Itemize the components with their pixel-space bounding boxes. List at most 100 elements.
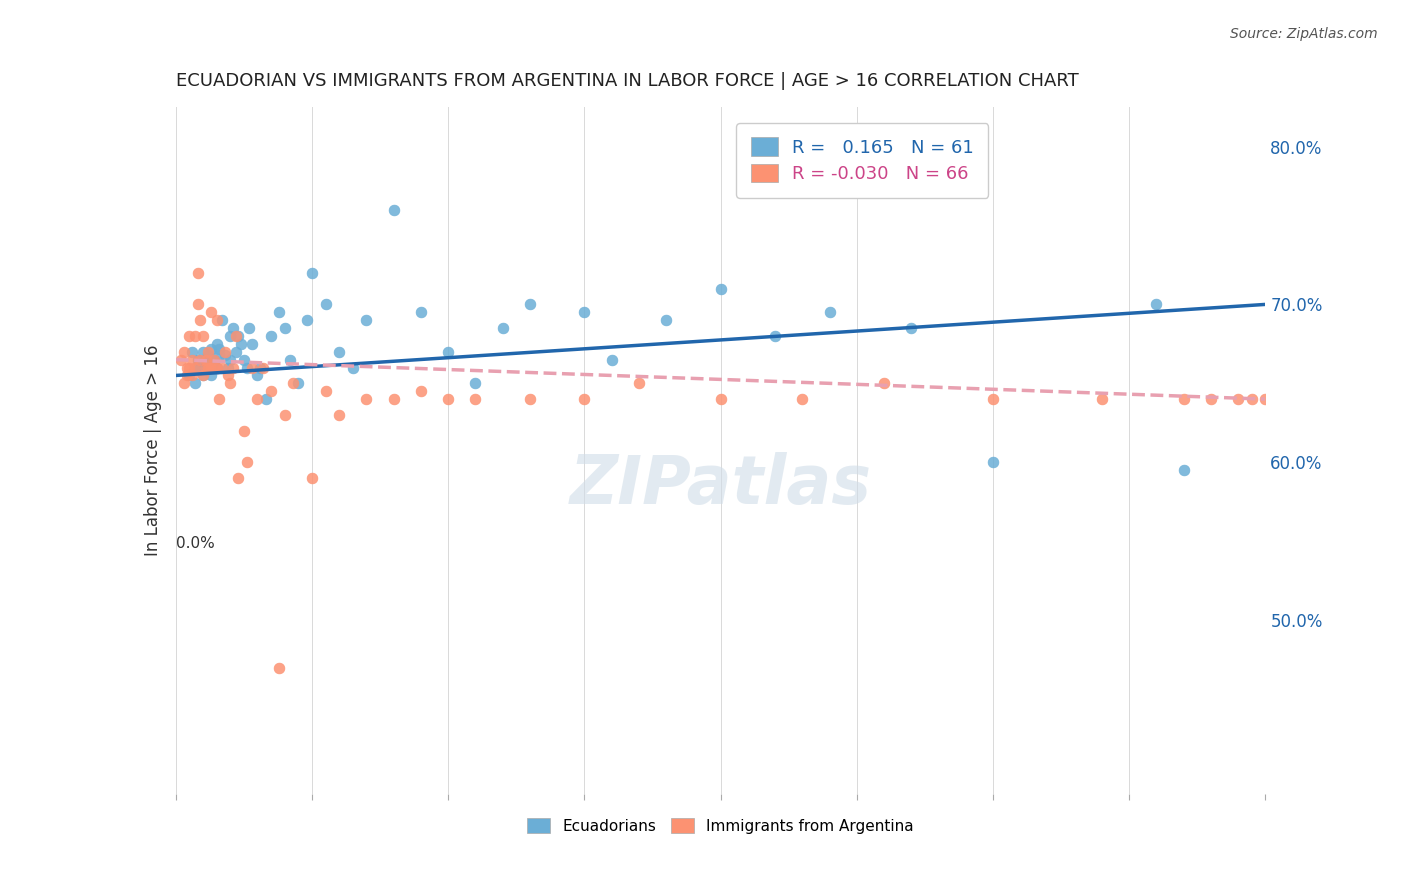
Point [356,392,378,406]
Point [181,352,204,367]
Point [232,424,254,438]
Text: 0.0%: 0.0% [176,536,215,551]
Point [981,455,1004,469]
Point [214,348,236,362]
Point [1173,463,1195,477]
Point [184,360,207,375]
Point [176,360,198,375]
Point [627,376,650,391]
Point [249,360,271,375]
Point [179,360,201,375]
Point [278,352,301,367]
Point [202,352,225,367]
Point [792,392,814,406]
Point [274,408,297,422]
Point [219,352,242,367]
Point [1268,392,1291,406]
Point [1254,392,1277,406]
Point [981,392,1004,406]
Point [222,360,245,375]
Point [246,392,269,406]
Point [184,329,207,343]
Legend: Ecuadorians, Immigrants from Argentina: Ecuadorians, Immigrants from Argentina [519,810,922,841]
Point [1091,392,1114,406]
Point [184,376,207,391]
Point [492,321,515,335]
Point [238,321,260,335]
Point [179,329,201,343]
Point [818,305,841,319]
Point [228,471,250,485]
Point [186,297,209,311]
Point [246,368,269,383]
Point [181,344,204,359]
Point [208,348,231,362]
Point [655,313,678,327]
Point [1240,392,1263,406]
Point [235,360,257,375]
Point [287,376,309,391]
Point [409,305,432,319]
Point [873,376,896,391]
Point [217,360,239,375]
Point [356,313,378,327]
Point [240,337,263,351]
Point [254,392,277,406]
Point [173,344,195,359]
Point [1173,392,1195,406]
Point [382,392,405,406]
Point [519,297,541,311]
Point [184,360,207,375]
Point [464,376,486,391]
Point [600,352,623,367]
Point [200,360,222,375]
Point [260,329,283,343]
Point [409,384,432,399]
Point [194,352,217,367]
Point [295,313,318,327]
Point [173,376,195,391]
Point [194,360,217,375]
Point [188,360,211,375]
Point [574,305,596,319]
Point [281,376,304,391]
Point [235,455,257,469]
Point [205,337,228,351]
Point [197,360,219,375]
Point [437,344,460,359]
Point [219,329,242,343]
Point [205,313,228,327]
Point [202,352,225,367]
Point [710,392,733,406]
Point [186,352,209,367]
Point [464,392,486,406]
Point [240,360,263,375]
Y-axis label: In Labor Force | Age > 16: In Labor Force | Age > 16 [143,344,162,557]
Point [211,360,233,375]
Point [205,360,228,375]
Point [315,297,337,311]
Point [328,344,350,359]
Point [208,392,231,406]
Point [1227,392,1250,406]
Point [211,313,233,327]
Point [188,352,211,367]
Point [191,368,214,383]
Point [301,266,323,280]
Point [205,360,228,375]
Point [1199,392,1222,406]
Point [179,368,201,383]
Point [269,305,291,319]
Point [519,392,541,406]
Point [232,352,254,367]
Point [219,376,242,391]
Point [197,344,219,359]
Point [181,368,204,383]
Point [342,360,364,375]
Text: ZIPatlas: ZIPatlas [569,452,872,517]
Point [269,660,291,674]
Point [1281,392,1303,406]
Text: Source: ZipAtlas.com: Source: ZipAtlas.com [1230,27,1378,41]
Point [188,313,211,327]
Point [186,266,209,280]
